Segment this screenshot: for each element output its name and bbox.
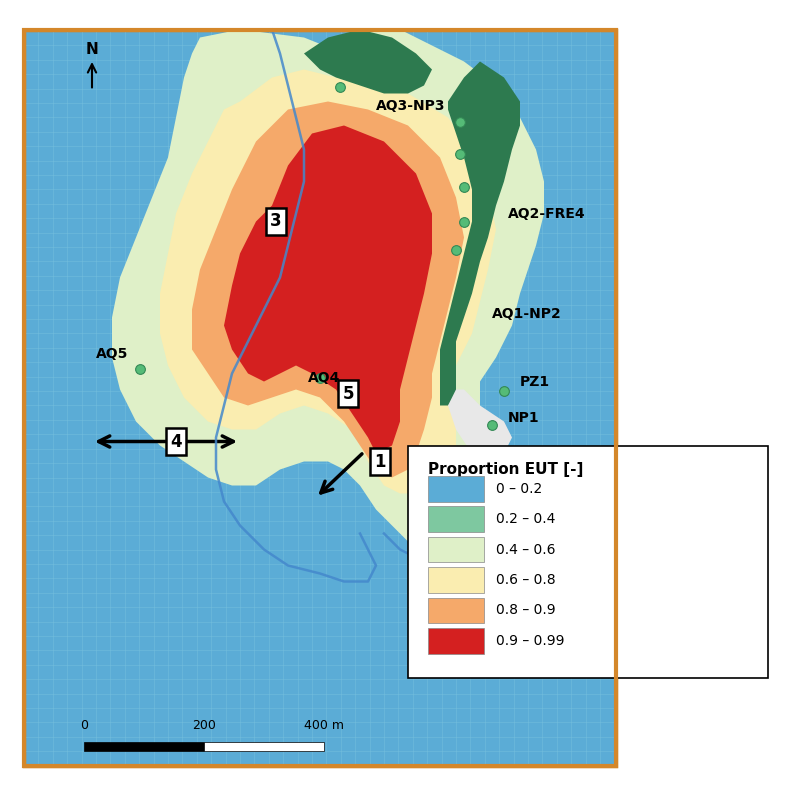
Bar bbox=[428, 537, 484, 562]
Bar bbox=[428, 567, 484, 593]
Text: AQ2-FRE4: AQ2-FRE4 bbox=[508, 207, 586, 221]
Polygon shape bbox=[192, 101, 464, 478]
Text: AQ5: AQ5 bbox=[96, 346, 128, 361]
Bar bbox=[428, 476, 484, 501]
Text: 5: 5 bbox=[342, 384, 354, 402]
Text: PZ1: PZ1 bbox=[520, 375, 550, 388]
Text: 200: 200 bbox=[192, 719, 216, 732]
Text: N: N bbox=[86, 41, 98, 57]
Polygon shape bbox=[304, 29, 432, 93]
Polygon shape bbox=[440, 62, 520, 406]
Text: 4: 4 bbox=[170, 432, 182, 450]
Text: 3: 3 bbox=[270, 212, 282, 230]
Text: NP1: NP1 bbox=[508, 410, 540, 424]
Text: AQ3-NP3: AQ3-NP3 bbox=[376, 98, 446, 113]
Bar bbox=[428, 628, 484, 654]
Bar bbox=[24, 29, 616, 766]
Text: 0.4 – 0.6: 0.4 – 0.6 bbox=[496, 543, 555, 556]
Text: 0.8 – 0.9: 0.8 – 0.9 bbox=[496, 603, 556, 617]
Bar bbox=[428, 598, 484, 623]
Text: 0: 0 bbox=[80, 719, 88, 732]
Text: Proportion EUT [-]: Proportion EUT [-] bbox=[428, 461, 583, 477]
Polygon shape bbox=[112, 29, 544, 542]
Polygon shape bbox=[448, 389, 512, 461]
FancyBboxPatch shape bbox=[408, 445, 768, 677]
Text: 0 – 0.2: 0 – 0.2 bbox=[496, 482, 542, 496]
Text: 0.2 – 0.4: 0.2 – 0.4 bbox=[496, 512, 555, 526]
Polygon shape bbox=[224, 126, 432, 453]
Text: 0.9 – 0.99: 0.9 – 0.99 bbox=[496, 633, 565, 648]
Bar bbox=[84, 741, 204, 751]
Bar bbox=[428, 506, 484, 532]
Text: 0.6 – 0.8: 0.6 – 0.8 bbox=[496, 573, 556, 587]
Text: AQ1-NP2: AQ1-NP2 bbox=[492, 307, 562, 320]
Text: 400 m: 400 m bbox=[304, 719, 344, 732]
Bar bbox=[24, 29, 616, 766]
Bar bbox=[204, 741, 324, 751]
Text: 1: 1 bbox=[374, 453, 386, 470]
Text: AQ4: AQ4 bbox=[308, 371, 340, 384]
Polygon shape bbox=[160, 70, 496, 494]
